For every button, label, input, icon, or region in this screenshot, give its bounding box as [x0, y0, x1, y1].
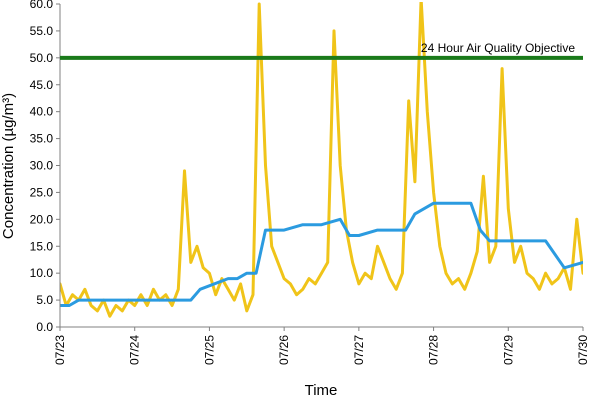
y-tick-label: 45.0 [30, 78, 54, 92]
y-tick-label: 20.0 [30, 212, 54, 226]
x-tick-label: 07/30 [576, 335, 590, 365]
x-tick-label: 07/28 [427, 335, 441, 365]
y-tick-label: 50.0 [30, 51, 54, 65]
x-tick-label: 07/24 [128, 335, 142, 365]
y-tick-label: 35.0 [30, 132, 54, 146]
x-axis-title: Time [305, 382, 338, 399]
reference-line-label: 24 Hour Air Quality Objective [421, 41, 575, 55]
x-tick-label: 07/25 [202, 335, 216, 365]
y-tick-label: 60.0 [30, 0, 54, 11]
plot-area [60, 2, 583, 318]
y-tick-label: 15.0 [30, 239, 54, 253]
y-tick-label: 0.0 [36, 320, 53, 334]
series-line-1 [60, 2, 583, 318]
series-line-2 [60, 201, 583, 307]
y-axis-title: Concentration (µg/m³) [0, 93, 17, 239]
x-tick-label: 07/27 [352, 335, 366, 365]
x-axis: 07/23 07/24 07/25 07/26 07/27 07/28 07/29 07/30 [53, 326, 590, 365]
y-tick-label: 40.0 [30, 105, 54, 119]
y-tick-label: 10.0 [30, 266, 54, 280]
y-tick-label: 30.0 [30, 159, 54, 173]
y-axis-title-group: Concentration (µg/m³) [0, 93, 17, 239]
x-tick-label: 07/23 [53, 335, 67, 365]
y-tick-label: 5.0 [36, 293, 53, 307]
y-tick-label: 25.0 [30, 185, 54, 199]
y-axis: 0.0 5.0 10.0 15.0 20.0 25.0 30.0 35.0 40.0 45.0 50… [30, 0, 61, 334]
y-tick-label: 55.0 [30, 24, 54, 38]
x-tick-label: 07/26 [277, 335, 291, 365]
x-tick-label: 07/29 [501, 335, 515, 365]
